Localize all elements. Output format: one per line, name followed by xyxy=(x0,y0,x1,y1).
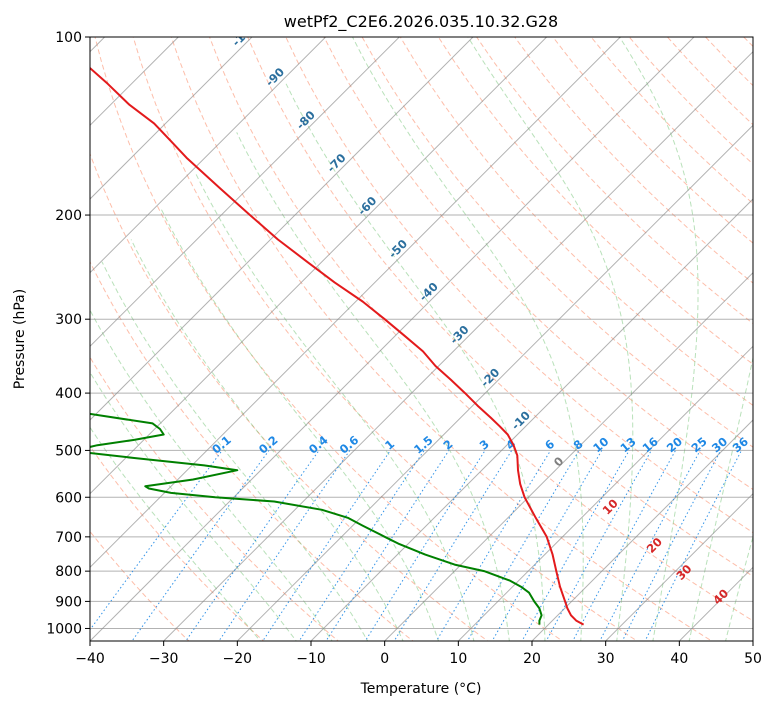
moist-adiabat-line xyxy=(467,37,634,641)
isotherm-line xyxy=(162,50,753,641)
dry-adiabat-line xyxy=(323,37,753,491)
y-tick-label: 300 xyxy=(55,312,82,328)
dry-adiabat-line xyxy=(90,530,190,641)
isotherm-line xyxy=(236,124,753,641)
isotherm-line xyxy=(90,37,180,127)
y-axis-ticks: 100 200 300 400 500 600 700 800 900 1000 xyxy=(46,30,90,637)
x-tick-label: −30 xyxy=(149,651,179,667)
y-tick-label: 200 xyxy=(55,208,82,224)
mixing-ratio-line xyxy=(325,450,450,641)
moist-adiabat-line xyxy=(351,37,584,641)
background-lines xyxy=(90,37,753,641)
isotherm-line xyxy=(90,37,327,274)
moist-adiabat-line xyxy=(619,37,699,641)
dry-adiabat-line xyxy=(90,152,489,641)
x-tick-label: 0 xyxy=(380,651,389,667)
mixing-ratio-line xyxy=(131,450,270,641)
mixing-ratio-line xyxy=(521,450,630,641)
y-tick-label: 800 xyxy=(55,564,82,580)
y-tick-label: 600 xyxy=(55,490,82,506)
dry-adiabat-line xyxy=(361,37,753,448)
dry-adiabat-line xyxy=(514,37,753,284)
y-tick-label: 700 xyxy=(55,530,82,546)
x-tick-label: 50 xyxy=(744,651,762,667)
isotherm-line xyxy=(90,37,474,421)
isotherm-line xyxy=(457,345,753,641)
moist-adiabat-line xyxy=(236,132,510,641)
isotherm-line xyxy=(90,37,401,348)
x-tick-label: 10 xyxy=(449,651,467,667)
dry-adiabat-line xyxy=(170,37,713,641)
moist-adiabat-line xyxy=(90,426,261,641)
moist-adiabat-line xyxy=(90,371,297,641)
x-tick-label: 40 xyxy=(670,651,688,667)
moist-adiabat-line xyxy=(130,239,404,641)
isotherm-line xyxy=(90,37,622,569)
moist-adiabat-line xyxy=(688,355,753,641)
mixing-ratio-line xyxy=(298,450,425,641)
isotherm-line xyxy=(310,198,753,641)
isotherm-line xyxy=(531,419,753,641)
dry-adiabat-line xyxy=(90,260,414,641)
x-axis-ticks: −40 −30 −20 −10 0 10 20 30 40 50 xyxy=(75,641,762,667)
x-tick-label: −20 xyxy=(223,651,253,667)
isotherm-line xyxy=(90,37,548,495)
mixing-ratio-line xyxy=(262,450,391,641)
moist-adiabat-line xyxy=(195,173,475,641)
mixing-ratio-line xyxy=(90,450,223,631)
y-tick-label: 400 xyxy=(55,386,82,402)
isotherm-line xyxy=(604,492,753,641)
dry-adiabat-line xyxy=(399,37,753,407)
dewpoint-trace xyxy=(90,412,543,625)
chart-title: wetPf2_C2E6.2026.035.10.32.G28 xyxy=(284,12,558,32)
isotherm-line xyxy=(90,37,253,200)
x-tick-label: −10 xyxy=(296,651,326,667)
moist-adiabat-line xyxy=(725,534,753,641)
moist-adiabat-line xyxy=(101,261,369,641)
x-tick-label: −40 xyxy=(75,651,105,667)
y-tick-label: 900 xyxy=(55,594,82,610)
mixing-ratio-line xyxy=(364,450,486,641)
moist-adiabat-line xyxy=(90,309,333,641)
mixing-ratio-line xyxy=(218,450,351,641)
dry-adiabat-line xyxy=(132,37,638,641)
y-tick-label: 100 xyxy=(55,30,82,46)
mixing-ratio-line xyxy=(466,450,580,641)
dry-adiabat-line xyxy=(208,37,753,622)
moist-adiabat-line xyxy=(285,83,546,641)
x-tick-label: 20 xyxy=(523,651,541,667)
x-axis-label: Temperature (°C) xyxy=(360,681,482,697)
moist-adiabat-line xyxy=(160,208,440,641)
temperature-trace xyxy=(90,66,585,626)
dry-adiabat-line xyxy=(285,37,753,534)
x-tick-label: 30 xyxy=(597,651,615,667)
isotherm-line xyxy=(383,271,753,641)
dry-adiabat-line xyxy=(90,445,265,641)
y-tick-label: 1000 xyxy=(46,621,82,637)
sounding-traces xyxy=(90,66,585,626)
mixing-ratio-line xyxy=(435,450,552,641)
mixing-ratio-line xyxy=(572,450,676,641)
mixing-ratio-line xyxy=(545,450,652,641)
mixing-ratio-line xyxy=(393,450,513,641)
dry-adiabat-line xyxy=(90,356,339,641)
y-tick-label: 500 xyxy=(55,443,82,459)
dry-adiabat-line xyxy=(94,37,564,641)
plot-frame xyxy=(89,36,754,642)
y-axis-label: Pressure (hPa) xyxy=(12,289,28,389)
